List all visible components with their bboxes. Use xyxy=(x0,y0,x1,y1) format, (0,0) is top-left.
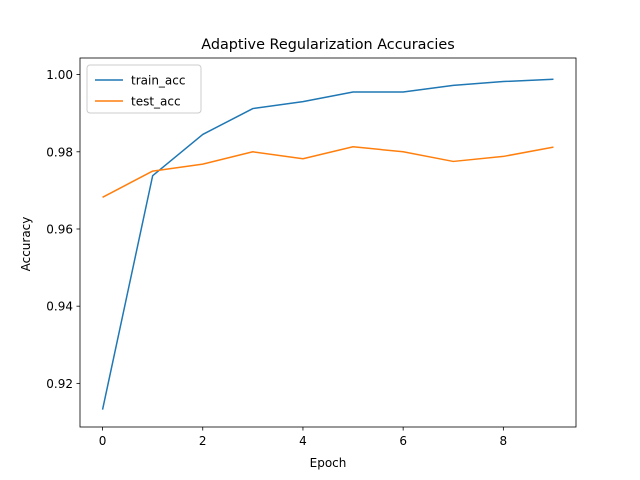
series-layer xyxy=(101,78,554,410)
y-tick-label: 0.92 xyxy=(46,377,73,391)
y-tick-label: 0.96 xyxy=(46,222,73,236)
legend-label-train-acc: train_acc xyxy=(131,74,185,88)
x-tick-label: 4 xyxy=(299,434,307,448)
plot-area xyxy=(80,58,576,427)
series-line-train-acc xyxy=(101,78,554,410)
plot-frame xyxy=(79,57,577,428)
x-axis-title: Epoch xyxy=(310,456,347,470)
series-line-test-acc xyxy=(102,146,554,199)
y-tick-label: 0.98 xyxy=(46,145,73,159)
chart-title: Adaptive Regularization Accuracies xyxy=(201,37,455,53)
y-tick-label: 1.00 xyxy=(46,68,73,82)
legend: train_acc test_acc xyxy=(86,64,202,114)
y-axis-ticks: 0.92 0.94 0.96 0.98 1.00 xyxy=(46,68,80,391)
x-tick-label: 8 xyxy=(500,434,508,448)
x-tick-label: 0 xyxy=(99,434,107,448)
x-tick-label: 2 xyxy=(199,434,207,448)
x-axis-ticks: 0 2 4 6 8 xyxy=(99,427,507,448)
y-axis-title: Accuracy xyxy=(19,217,33,272)
legend-label-test-acc: test_acc xyxy=(131,95,181,109)
x-tick-label: 6 xyxy=(399,434,407,448)
y-tick-label: 0.94 xyxy=(46,300,73,314)
